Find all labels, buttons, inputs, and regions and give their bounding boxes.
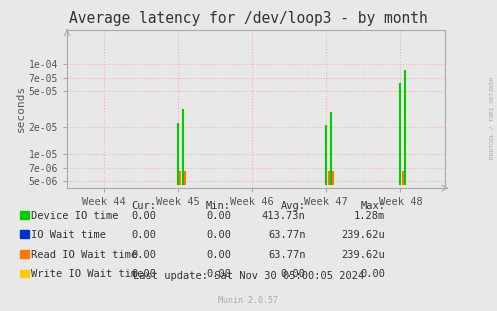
Text: 239.62u: 239.62u xyxy=(341,250,385,260)
Text: 1.28m: 1.28m xyxy=(354,211,385,220)
Text: 0.00: 0.00 xyxy=(206,269,231,279)
Text: 0.00: 0.00 xyxy=(132,230,157,240)
Text: IO Wait time: IO Wait time xyxy=(31,230,106,240)
Text: Write IO Wait time: Write IO Wait time xyxy=(31,269,143,279)
Text: 0.00: 0.00 xyxy=(206,230,231,240)
Text: Device IO time: Device IO time xyxy=(31,211,118,220)
Text: Munin 2.0.57: Munin 2.0.57 xyxy=(219,296,278,305)
Text: Last update: Sat Nov 30 05:00:05 2024: Last update: Sat Nov 30 05:00:05 2024 xyxy=(133,272,364,281)
Text: 0.00: 0.00 xyxy=(281,269,306,279)
Text: Avg:: Avg: xyxy=(281,201,306,211)
Y-axis label: seconds: seconds xyxy=(16,85,26,132)
Text: 63.77n: 63.77n xyxy=(268,230,306,240)
Text: 239.62u: 239.62u xyxy=(341,230,385,240)
Text: 0.00: 0.00 xyxy=(360,269,385,279)
Text: Max:: Max: xyxy=(360,201,385,211)
Text: 0.00: 0.00 xyxy=(132,250,157,260)
Text: Read IO Wait time: Read IO Wait time xyxy=(31,250,137,260)
Text: 0.00: 0.00 xyxy=(206,211,231,220)
Text: RRDTOOL / TOBI OETIKER: RRDTOOL / TOBI OETIKER xyxy=(490,77,495,160)
Text: 0.00: 0.00 xyxy=(206,250,231,260)
Text: Cur:: Cur: xyxy=(132,201,157,211)
Text: Average latency for /dev/loop3 - by month: Average latency for /dev/loop3 - by mont… xyxy=(69,11,428,26)
Text: 0.00: 0.00 xyxy=(132,269,157,279)
Text: 63.77n: 63.77n xyxy=(268,250,306,260)
Text: Min:: Min: xyxy=(206,201,231,211)
Text: 0.00: 0.00 xyxy=(132,211,157,220)
Text: 413.73n: 413.73n xyxy=(262,211,306,220)
